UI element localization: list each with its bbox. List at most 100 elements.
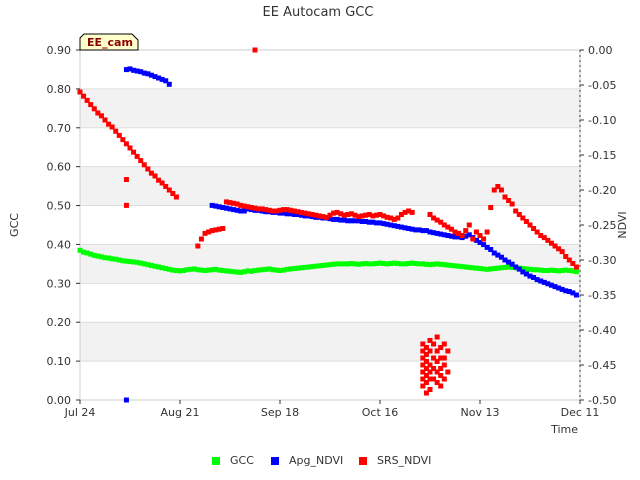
- data-point-srs-ndvi: [534, 229, 540, 235]
- data-point-srs-ndvi: [106, 121, 112, 127]
- data-point-srs-ndvi: [138, 158, 144, 164]
- data-point-gcc: [470, 265, 476, 271]
- data-point-gcc: [316, 263, 322, 269]
- data-point-srs-ndvi: [309, 212, 315, 217]
- data-point-gcc: [113, 256, 119, 262]
- data-point-gcc: [506, 264, 512, 270]
- data-point-srs-ndvi: [434, 334, 440, 340]
- data-point-apg-ndvi: [284, 211, 290, 217]
- data-point-gcc: [170, 267, 176, 273]
- data-point-srs-ndvi: [388, 215, 394, 221]
- data-point-gcc: [381, 261, 387, 266]
- data-point-srs-ndvi: [145, 166, 151, 172]
- data-point-gcc: [213, 266, 219, 272]
- data-point-apg-ndvi: [345, 218, 351, 224]
- data-point-gcc: [152, 263, 158, 269]
- data-point-gcc: [420, 261, 426, 267]
- data-point-apg-ndvi: [413, 227, 419, 233]
- data-point-srs-ndvi: [477, 233, 483, 238]
- y2-tick-label: -0.40: [588, 324, 616, 337]
- legend-label-gcc: GCC: [230, 454, 254, 467]
- data-point-gcc: [263, 266, 269, 272]
- data-point-srs-ndvi: [256, 206, 262, 212]
- site-label-shape: [79, 33, 139, 51]
- data-point-apg-ndvi: [127, 66, 133, 72]
- data-point-gcc: [313, 263, 319, 269]
- data-point-srs-ndvi: [338, 211, 344, 217]
- data-point-srs-ndvi: [88, 102, 94, 108]
- y-axis-title: GCC: [8, 213, 21, 237]
- data-point-apg-ndvi: [334, 216, 340, 222]
- data-point-apg-ndvi: [516, 266, 522, 272]
- data-point-gcc: [123, 258, 129, 264]
- data-point-srs-ndvi: [116, 132, 122, 138]
- x-tick-label: Oct 16: [362, 406, 399, 419]
- data-point-srs-ndvi: [234, 201, 240, 207]
- data-point-gcc: [131, 259, 137, 265]
- data-point-apg-ndvi: [466, 232, 472, 238]
- data-point-gcc: [91, 252, 97, 258]
- data-point-srs-ndvi: [434, 359, 440, 364]
- data-point-apg-ndvi: [388, 222, 394, 228]
- data-point-apg-ndvi: [370, 219, 376, 225]
- data-point-srs-ndvi: [381, 213, 387, 219]
- data-point-srs-ndvi: [427, 387, 433, 392]
- data-point-srs-ndvi: [281, 207, 287, 213]
- data-point-srs-ndvi: [306, 211, 312, 217]
- data-point-srs-ndvi: [509, 201, 515, 207]
- data-point-srs-ndvi: [420, 383, 426, 389]
- data-point-apg-ndvi: [563, 288, 569, 294]
- data-point-srs-ndvi: [434, 380, 440, 385]
- right-axis: 0.00 -0.05 -0.10 -0.15 -0.20 -0.25 -0.30 -0.35 -…: [579, 44, 616, 407]
- data-point-gcc: [545, 268, 551, 273]
- data-point-gcc: [177, 268, 183, 274]
- data-point-apg-ndvi: [302, 213, 308, 219]
- data-point-gcc: [498, 265, 504, 271]
- data-point-srs-ndvi: [420, 376, 426, 382]
- data-point-gcc: [320, 262, 326, 268]
- data-point-srs-ndvi: [134, 153, 140, 159]
- data-point-gcc: [341, 261, 347, 267]
- data-point-srs-ndvi: [123, 202, 129, 208]
- data-point-srs-ndvi: [491, 187, 497, 193]
- data-point-srs-ndvi: [91, 106, 97, 112]
- data-point-srs-ndvi: [473, 229, 479, 235]
- data-point-srs-ndvi: [445, 224, 451, 230]
- data-point-srs-ndvi: [448, 226, 454, 232]
- data-point-srs-ndvi: [252, 47, 258, 53]
- left-axis: 0.00 0.10 0.20 0.30 0.40 0.50 0.60 0.70 0.80 0.90: [47, 44, 80, 407]
- data-point-apg-ndvi: [463, 233, 469, 239]
- data-point-gcc: [159, 265, 165, 271]
- data-point-apg-ndvi: [373, 220, 379, 226]
- data-point-srs-ndvi: [559, 249, 565, 255]
- data-point-srs-ndvi: [341, 212, 347, 218]
- data-point-gcc: [566, 268, 572, 273]
- y-tick-label: 0.70: [47, 122, 72, 135]
- data-point-gcc: [570, 268, 576, 274]
- data-point-gcc: [306, 264, 312, 270]
- data-point-gcc: [423, 261, 429, 267]
- data-point-apg-ndvi: [481, 242, 487, 248]
- data-point-srs-ndvi: [352, 212, 358, 218]
- data-point-gcc: [98, 254, 104, 260]
- data-point-gcc: [448, 262, 454, 268]
- data-point-apg-ndvi: [234, 207, 240, 213]
- data-point-gcc: [477, 266, 483, 272]
- legend-label-srs-ndvi: SRS_NDVI: [377, 454, 431, 467]
- data-point-gcc: [556, 268, 562, 274]
- data-point-srs-ndvi: [323, 214, 329, 220]
- grid-band: [80, 88, 580, 128]
- data-point-apg-ndvi: [238, 208, 244, 214]
- data-point-apg-ndvi: [131, 67, 137, 73]
- data-point-gcc: [195, 267, 201, 273]
- data-point-gcc: [523, 266, 529, 272]
- data-point-srs-ndvi: [141, 162, 147, 168]
- data-point-srs-ndvi: [427, 362, 433, 368]
- data-point-apg-ndvi: [227, 206, 233, 212]
- data-point-srs-ndvi: [420, 348, 426, 354]
- data-point-apg-ndvi: [216, 204, 222, 210]
- y-tick-label: 0.80: [47, 83, 72, 96]
- data-point-gcc: [495, 265, 501, 271]
- data-point-gcc: [231, 269, 237, 275]
- data-point-srs-ndvi: [127, 145, 133, 151]
